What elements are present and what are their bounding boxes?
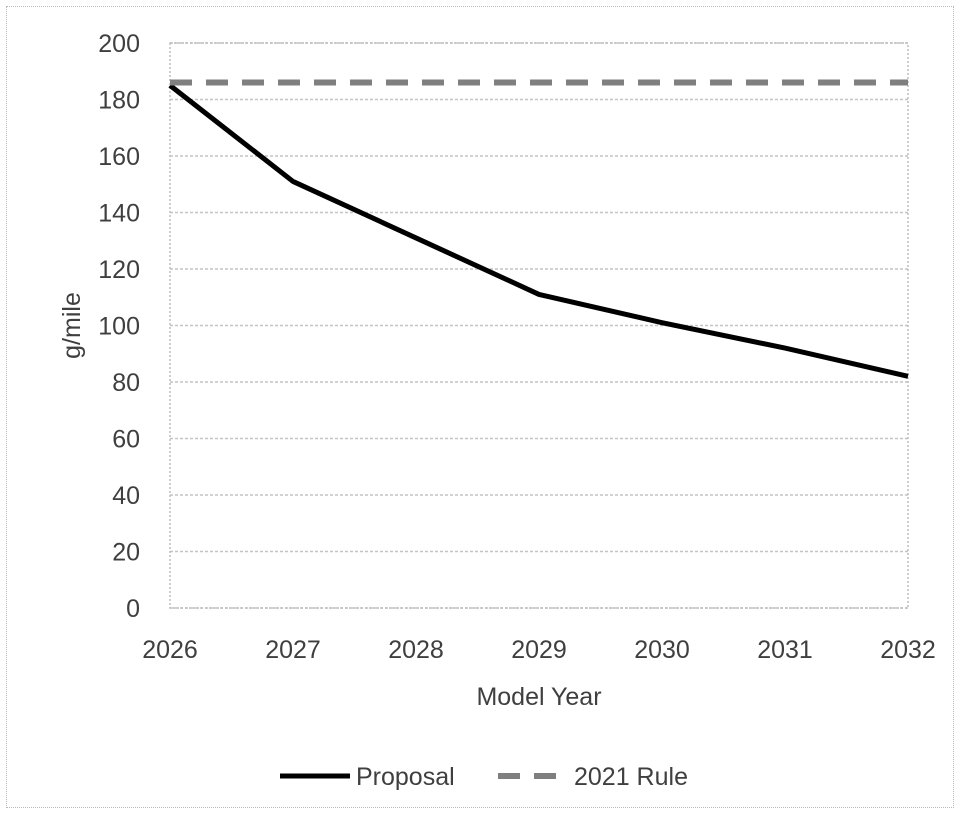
legend-label-2021-rule: 2021 Rule <box>574 763 688 791</box>
y-tick-label: 100 <box>98 313 140 341</box>
x-axis-title: Model Year <box>476 683 601 711</box>
x-tick-label: 2029 <box>511 636 567 664</box>
x-tick-label: 2030 <box>634 636 690 664</box>
y-tick-label: 60 <box>112 426 140 454</box>
chart-frame <box>6 6 954 808</box>
series-layer <box>168 79 909 379</box>
legend-label-proposal: Proposal <box>356 763 455 791</box>
y-tick-label: 140 <box>98 200 140 228</box>
y-tick-label: 80 <box>112 369 140 397</box>
x-axis-ticks: 2026 2027 2028 2029 2030 2031 2032 <box>142 636 936 664</box>
y-axis-ticks: 0 20 40 60 80 100 120 140 160 180 200 <box>98 30 140 623</box>
gridlines <box>170 42 908 609</box>
y-tick-label: 160 <box>98 143 140 171</box>
series-line-proposal <box>168 83 909 379</box>
y-tick-label: 120 <box>98 256 140 284</box>
x-tick-label: 2032 <box>880 636 936 664</box>
x-tick-label: 2026 <box>142 636 198 664</box>
x-tick-label: 2031 <box>757 636 813 664</box>
legend: Proposal 2021 Rule <box>280 763 688 791</box>
y-axis-title: g/mile <box>58 292 86 359</box>
y-tick-label: 20 <box>112 539 140 567</box>
plot-area <box>169 42 909 609</box>
x-tick-label: 2027 <box>265 636 321 664</box>
y-tick-label: 0 <box>126 595 140 623</box>
y-tick-label: 200 <box>98 30 140 58</box>
y-tick-label: 180 <box>98 87 140 115</box>
x-tick-label: 2028 <box>388 636 444 664</box>
y-tick-label: 40 <box>112 482 140 510</box>
